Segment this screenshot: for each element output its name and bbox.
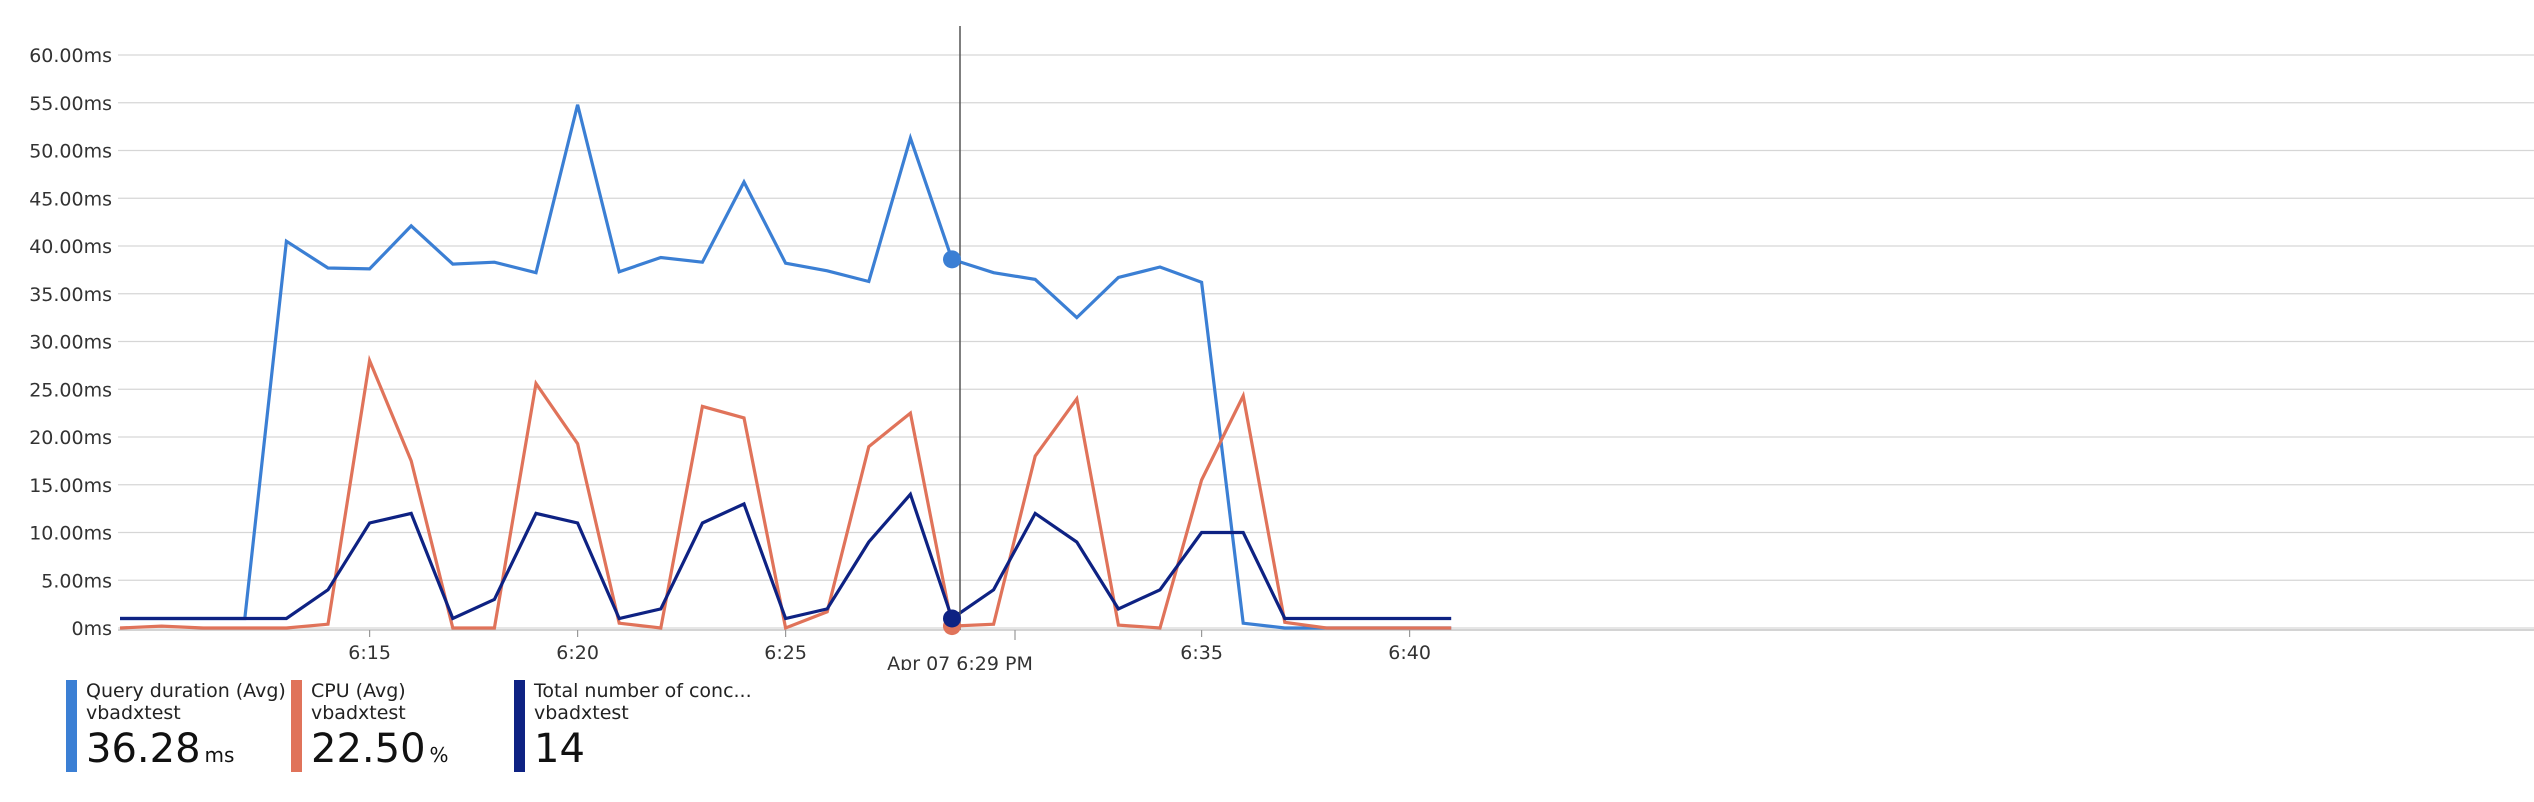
x-tick-label: 6:20 [556,642,599,664]
legend-resource-name: vbadxtest [534,702,629,724]
series-line-2 [120,491,1452,622]
cursor-label: Apr 07 6:29 PM [887,653,1033,670]
y-tick-label: 35.00ms [29,284,112,306]
x-tick-label: 6:15 [348,642,391,664]
y-tick-label: 60.00ms [29,45,112,67]
y-tick-label: 15.00ms [29,475,112,497]
legend-series-name: CPU (Avg) [311,680,406,702]
x-tick-label: 6:40 [1388,642,1431,664]
x-tick-label: 6:35 [1180,642,1223,664]
cursor-markers [943,250,961,636]
legend-current-value: 14 [534,726,589,772]
cursor-marker-2 [943,609,961,628]
x-tick-label: 6:25 [764,642,807,664]
x-axis: 6:15 6:20 6:25 6:35 6:40 [118,629,2534,664]
y-axis: 0ms 5.00ms 10.00ms 15.00ms 20.00ms 25.00ms 30.… [29,45,112,640]
legend-series-name: Query duration (Avg) [86,680,286,702]
y-tick-label: 20.00ms [29,427,112,449]
legend-resource-name: vbadxtest [86,702,181,724]
y-tick-label: 25.00ms [29,379,112,401]
series-lines [119,104,1452,631]
legend-color-bar [291,680,302,772]
legend-value-unit: % [429,743,449,767]
y-tick-label: 45.00ms [29,188,112,210]
y-tick-label: 50.00ms [29,141,112,163]
y-tick-label: 5.00ms [41,570,112,592]
legend-current-value: 36.28 ms [86,726,234,772]
series-line-1 [119,354,1452,631]
legend-value-number: 36.28 [86,726,201,772]
y-tick-label: 10.00ms [29,523,112,545]
series-line-0 [120,104,1452,630]
legend-resource-name: vbadxtest [311,702,406,724]
y-tick-label: 55.00ms [29,93,112,115]
legend-color-bar [66,680,77,772]
cursor-marker-0 [943,250,961,269]
y-tick-label: 30.00ms [29,332,112,354]
legend-current-value: 22.50% [311,726,449,772]
y-tick-label: 40.00ms [29,236,112,258]
legend-value-number: 22.50 [311,726,426,772]
grid-lines [118,54,2534,629]
legend-series-name: Total number of conc... [534,680,752,702]
y-tick-label: 0ms [72,618,113,640]
line-chart: 0ms 5.00ms 10.00ms 15.00ms 20.00ms 25.00ms 30.… [29,26,2534,670]
legend-value-number: 14 [534,726,585,772]
legend-value-unit: ms [204,743,235,767]
legend-color-bar [514,680,525,772]
